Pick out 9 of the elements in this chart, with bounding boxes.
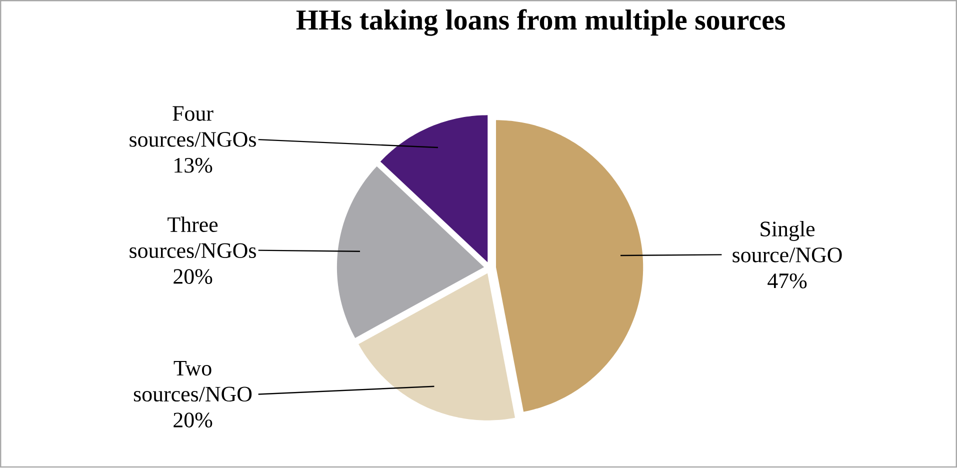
slice-label: Single source/NGO (732, 221, 842, 263)
data-label: 47% (768, 274, 807, 289)
data-label: 20% (174, 412, 212, 428)
slice-label: Four sources/NGOs (130, 106, 256, 148)
chart-title: HHs taking loans from multiple sources (296, 9, 785, 36)
slice-label: Three sources/NGOs (130, 216, 256, 258)
data-label: 13% (174, 158, 212, 173)
data-label: 20% (174, 269, 212, 284)
slice-label: Two sources/NGO (134, 361, 252, 402)
